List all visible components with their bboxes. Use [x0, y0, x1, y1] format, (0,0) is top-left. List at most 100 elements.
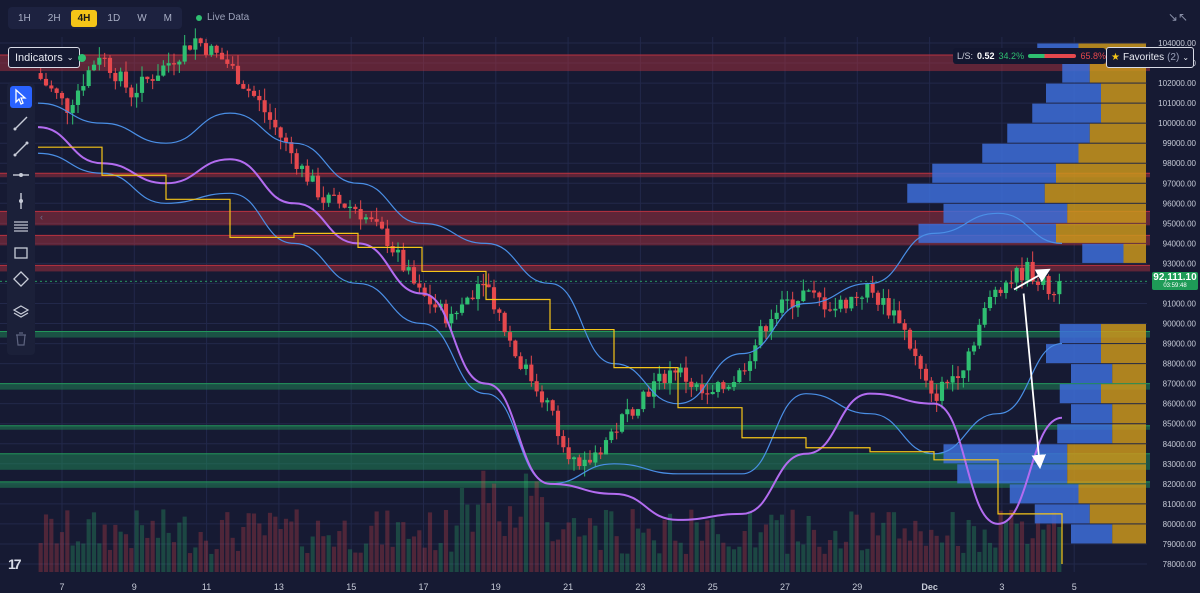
candle-body: [70, 104, 75, 113]
volume-bar: [715, 534, 721, 572]
candle-body: [443, 303, 449, 324]
ls-bar: [1028, 54, 1077, 58]
volume-bar: [849, 511, 854, 572]
volume-bar: [987, 542, 993, 572]
volume-bar: [721, 542, 726, 572]
timeframe-4h[interactable]: 4H: [70, 9, 98, 27]
candle-body: [721, 382, 726, 389]
candle-body: [545, 400, 550, 403]
volume-bar: [150, 520, 155, 572]
volume-bar: [673, 540, 678, 572]
toolbar-collapse-icon[interactable]: ‹: [40, 212, 43, 222]
candle-body: [801, 290, 806, 302]
y-tick-label: 93000.00: [1163, 259, 1197, 268]
timeframe-m[interactable]: M: [163, 12, 172, 24]
volume-bar: [886, 512, 891, 572]
timeframe-2h[interactable]: 2H: [47, 12, 61, 24]
candle-body: [811, 290, 817, 293]
profile-bar-gold: [1112, 404, 1146, 424]
volume-bar: [614, 536, 619, 572]
timeframe-1d[interactable]: 1D: [107, 12, 121, 24]
candle-body: [710, 391, 715, 395]
timeframe-1h[interactable]: 1H: [18, 12, 31, 24]
candle-body: [491, 287, 497, 310]
candle-body: [102, 57, 107, 59]
volume-bar: [641, 532, 646, 572]
candle-body: [107, 57, 113, 73]
candle-body: [241, 84, 246, 89]
indicators-button[interactable]: Indicators ⌄: [8, 47, 81, 68]
volume-bar: [870, 512, 875, 572]
candle-body: [449, 313, 454, 324]
volume-bar: [934, 535, 939, 572]
price-axis[interactable]: 104000.00103000.00102000.00101000.001000…: [1150, 37, 1200, 593]
y-tick-label: 78000.00: [1163, 560, 1197, 569]
volume-bar: [182, 516, 187, 572]
volume-bar: [193, 547, 198, 572]
volume-bar: [758, 532, 763, 572]
volume-bar: [129, 548, 134, 572]
candle-body: [470, 297, 475, 300]
favorites-button[interactable]: ★ Favorites (2) ⌄: [1106, 47, 1195, 68]
volume-bar: [598, 549, 603, 572]
trash-icon[interactable]: [10, 328, 32, 350]
trendline-icon[interactable]: [10, 112, 32, 134]
volume-bar: [603, 509, 609, 572]
candle-body: [881, 298, 886, 305]
x-tick-label: Dec: [921, 582, 938, 592]
volume-bar: [171, 542, 177, 572]
candle-body: [129, 87, 134, 98]
candle-body: [587, 459, 593, 463]
candle-body: [502, 312, 507, 333]
resistance-zone: [0, 55, 1150, 72]
x-tick-label: 3: [999, 582, 1004, 592]
volume-bar: [353, 552, 358, 572]
ray-icon[interactable]: [10, 138, 32, 160]
volume-bar: [427, 512, 433, 572]
profile-bar-blue: [1007, 123, 1090, 143]
time-axis[interactable]: 7 9 11 13 15 17 19 21 23 25 27 29 Dec 3 5: [0, 577, 1150, 593]
timeframe-w[interactable]: W: [137, 12, 147, 24]
candle-body: [865, 283, 870, 298]
volume-bar: [347, 549, 353, 572]
layers-icon[interactable]: [10, 301, 32, 323]
volume-bar: [763, 524, 769, 572]
y-tick-label: 102000.00: [1158, 79, 1196, 88]
x-tick-label: 29: [852, 582, 862, 592]
favorites-count: (2): [1167, 52, 1180, 63]
candle-body: [534, 381, 539, 392]
profile-bar-blue: [1071, 524, 1113, 544]
candle-body: [401, 249, 406, 271]
volume-bar: [955, 546, 961, 572]
candle-body: [918, 356, 923, 369]
profile-bar-blue: [1059, 324, 1101, 344]
candle-body: [1057, 281, 1062, 295]
fib-icon[interactable]: [10, 216, 32, 238]
candle-body: [614, 431, 619, 433]
cursor-icon[interactable]: [10, 86, 32, 108]
volume-bars: [38, 470, 1062, 572]
candle-body: [390, 245, 395, 253]
candle-body: [598, 452, 603, 455]
volume-bar: [305, 553, 310, 572]
x-tick-label: 19: [491, 582, 501, 592]
volume-bar: [907, 540, 913, 572]
support-zone: [0, 331, 1150, 338]
horizontal-line-icon[interactable]: [10, 164, 32, 186]
volume-bar: [625, 553, 630, 572]
x-tick-label: 23: [635, 582, 645, 592]
volume-bar: [619, 553, 625, 572]
collapse-icon[interactable]: ↘↖: [1167, 10, 1188, 24]
resistance-zone: [0, 173, 1150, 178]
vertical-line-icon[interactable]: [10, 190, 32, 212]
candle-body: [566, 447, 571, 460]
tradingview-logo-icon: 17: [8, 556, 22, 572]
last-price: 92,111.10: [1153, 272, 1197, 283]
volume-bar: [139, 525, 145, 572]
volume-bar: [257, 523, 262, 572]
volume-bar: [550, 541, 555, 572]
rectangle-icon[interactable]: [10, 242, 32, 264]
measure-icon[interactable]: [10, 268, 32, 290]
candle-body: [395, 249, 401, 253]
